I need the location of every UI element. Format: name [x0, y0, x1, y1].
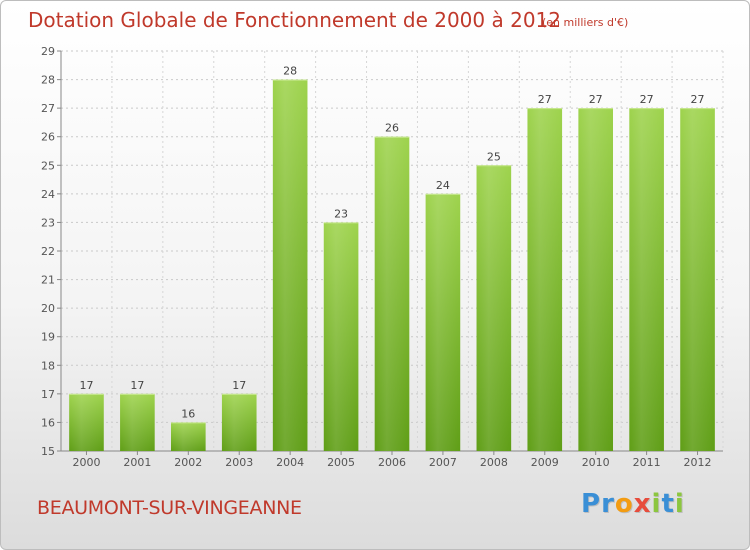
x-tick-label: 2005 — [327, 456, 355, 469]
y-tick-label: 25 — [41, 159, 55, 172]
x-tick-label: 2008 — [480, 456, 508, 469]
logo-letter: r — [601, 489, 615, 519]
y-tick-label: 24 — [41, 188, 55, 201]
bar-highlight — [323, 222, 359, 451]
x-tick-label: 2002 — [174, 456, 202, 469]
bar-value-label: 23 — [334, 207, 348, 220]
y-tick-label: 27 — [41, 102, 55, 115]
bar-highlight — [69, 393, 104, 451]
bar-value-label: 27 — [538, 93, 552, 106]
x-tick-label: 2004 — [276, 456, 304, 469]
bar-value-label: 26 — [385, 122, 399, 135]
bar-highlight — [680, 108, 715, 452]
bar-highlight — [221, 393, 257, 451]
proxiti-logo: Proxiti — [581, 489, 685, 519]
bar-value-label: 17 — [79, 379, 93, 392]
bar-value-label: 24 — [436, 179, 450, 192]
x-tick-label: 2001 — [123, 456, 151, 469]
bar-highlight — [374, 136, 410, 451]
y-tick-label: 15 — [41, 445, 55, 458]
logo-letter: i — [674, 489, 685, 519]
bar-highlight — [629, 108, 664, 452]
bar-value-label: 17 — [130, 379, 144, 392]
bar-highlight — [272, 79, 308, 452]
logo-letter: o — [614, 489, 634, 519]
bar-value-label: 16 — [181, 407, 195, 420]
y-tick-label: 16 — [41, 416, 55, 429]
x-tick-label: 2011 — [633, 456, 661, 469]
y-tick-label: 28 — [41, 74, 55, 87]
bar-value-label: 17 — [232, 379, 246, 392]
y-tick-label: 19 — [41, 331, 55, 344]
x-tick-label: 2012 — [684, 456, 712, 469]
x-tick-label: 2000 — [72, 456, 100, 469]
bar-highlight — [170, 422, 206, 451]
commune-name: BEAUMONT-SUR-VINGEANNE — [37, 497, 302, 519]
bar-value-label: 27 — [691, 93, 705, 106]
y-tick-label: 23 — [41, 216, 55, 229]
logo-letter: t — [661, 489, 675, 519]
bar-highlight — [527, 108, 563, 452]
labels: 15 16 17 18 19 20 21 22 23 24 25 26 27 28 29 17 2000 17 20… — [41, 45, 712, 469]
chart-unit-note: (en milliers d'€) — [542, 16, 629, 29]
bar-value-label: 27 — [589, 93, 603, 106]
y-tick-label: 20 — [41, 302, 55, 315]
x-tick-label: 2009 — [531, 456, 559, 469]
y-tick-label: 22 — [41, 245, 55, 258]
chart-title: Dotation Globale de Fonctionnement de 20… — [28, 8, 561, 32]
bar-value-label: 27 — [640, 93, 654, 106]
bar-highlight — [120, 393, 155, 451]
bar-highlight — [425, 193, 461, 451]
y-tick-label: 21 — [41, 274, 55, 287]
x-tick-label: 2010 — [582, 456, 610, 469]
x-tick-label: 2003 — [225, 456, 253, 469]
x-tick-label: 2007 — [429, 456, 457, 469]
y-tick-label: 29 — [41, 45, 55, 58]
x-tick-label: 2006 — [378, 456, 406, 469]
logo-letter: i — [651, 489, 662, 519]
logo-letter: P — [581, 489, 602, 519]
bar-value-label: 28 — [283, 65, 297, 78]
y-tick-label: 18 — [41, 359, 55, 372]
y-tick-label: 17 — [41, 388, 55, 401]
bars — [69, 79, 715, 452]
bar-value-label: 25 — [487, 150, 501, 163]
bar-highlight — [476, 165, 512, 452]
bar-highlight — [578, 108, 614, 452]
logo-letter: x — [633, 489, 652, 519]
y-tick-label: 26 — [41, 131, 55, 144]
